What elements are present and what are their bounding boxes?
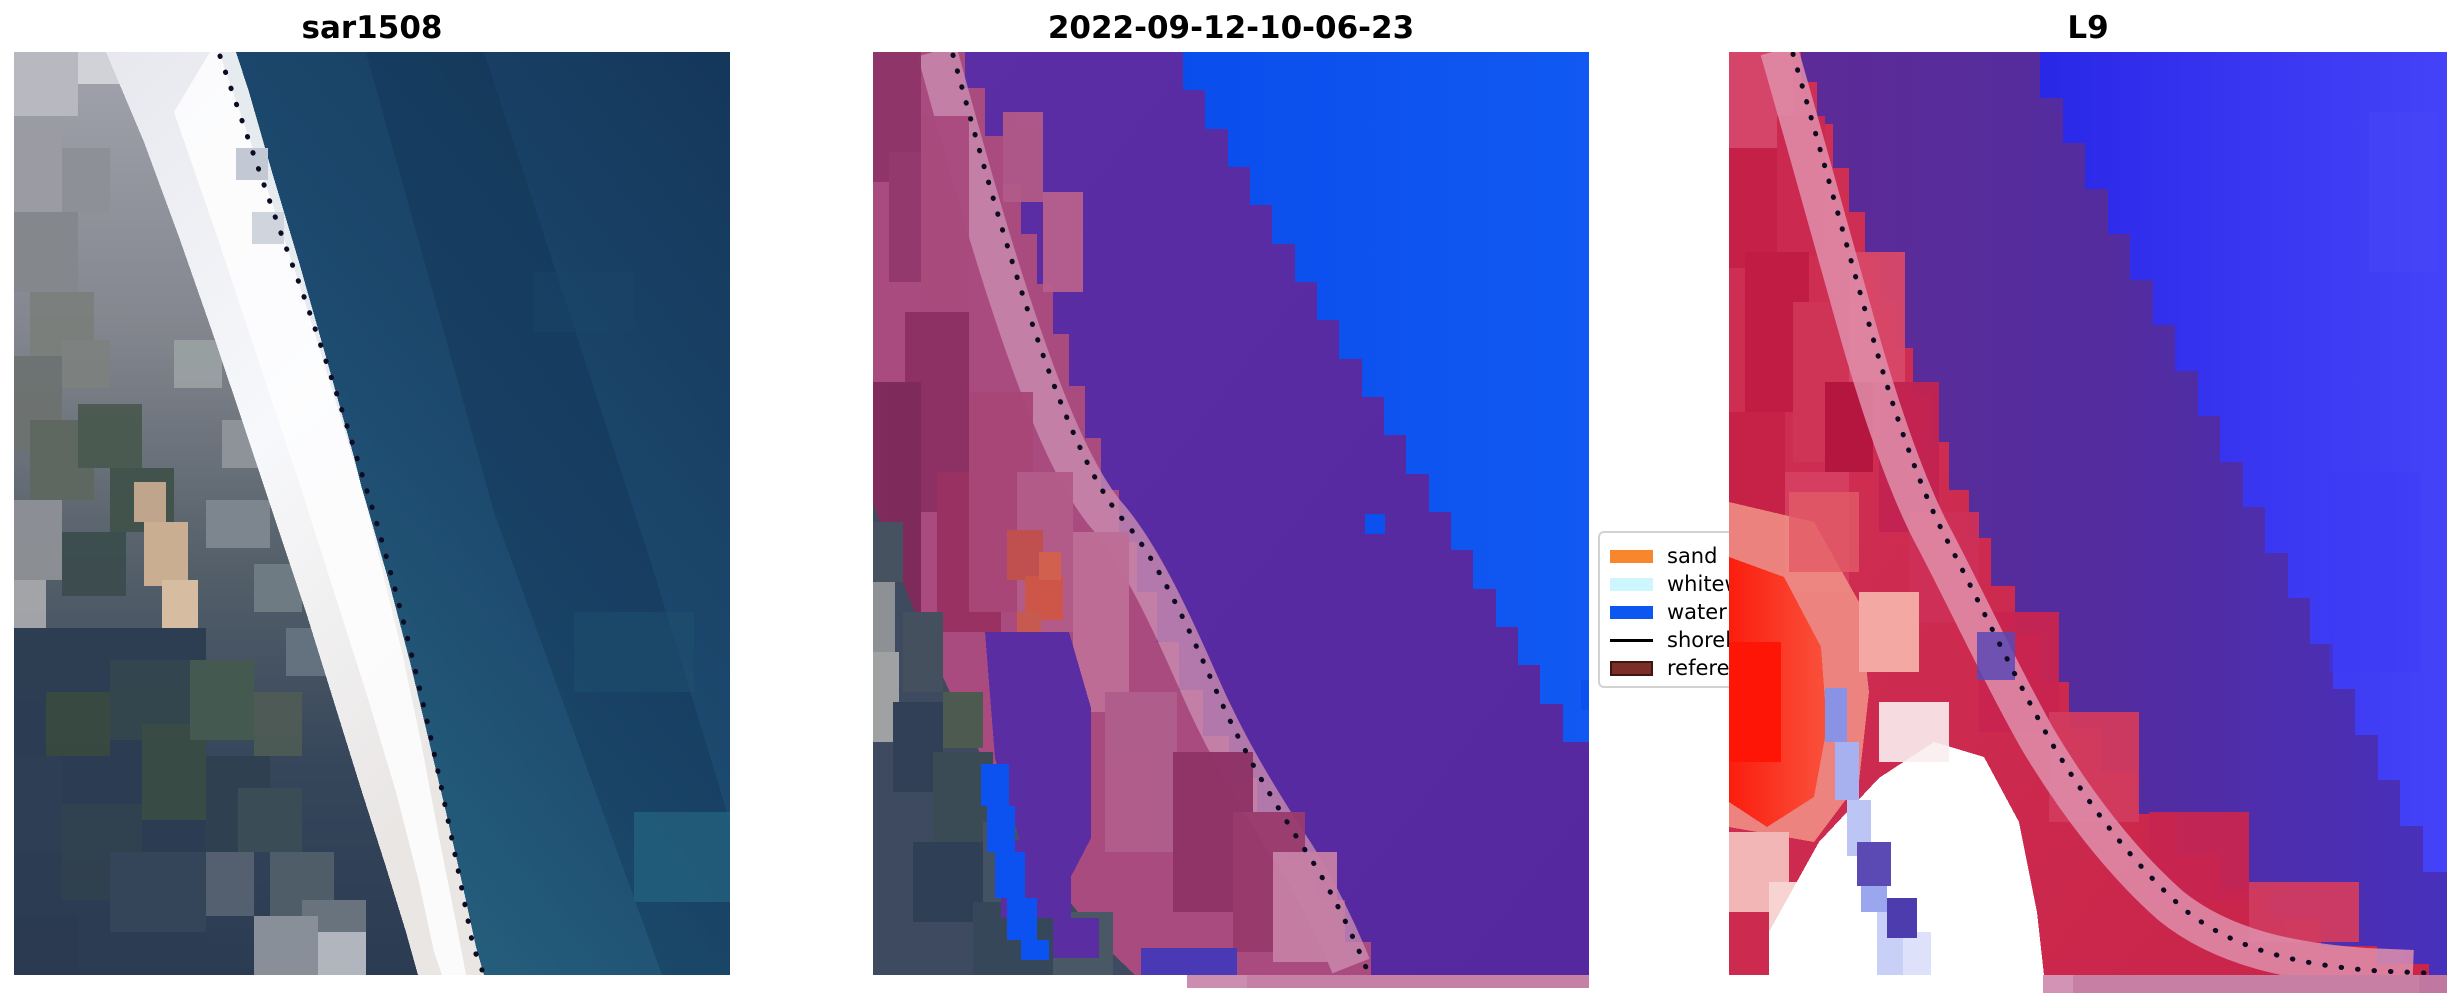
l9-image: [1729, 52, 2447, 993]
panel-title-classified: 2022-09-12-10-06-23: [1047, 10, 1415, 46]
sar-image: [14, 52, 730, 975]
reference-shoreline-swatch: [1610, 660, 1653, 676]
shoreline-dotted-line: [1790, 52, 2430, 976]
sand-swatch: [1610, 549, 1653, 563]
water-class-patch: [981, 764, 1049, 960]
panel-sar-image: [14, 52, 730, 975]
bottom-strip: [1187, 975, 1589, 988]
water-swatch: [1610, 605, 1653, 619]
legend-item-sand: sand: [1610, 542, 1848, 570]
panel-title-sar: sar1508: [301, 10, 443, 46]
bottom-strip: [2043, 975, 2447, 993]
water-class-blue-region: [1183, 52, 1589, 742]
whitewater-swatch: [1610, 577, 1653, 591]
panel-l9-image: [1729, 52, 2447, 993]
deep-water-blue-region: [2040, 52, 2447, 872]
panel-title-l9: L9: [2067, 10, 2109, 46]
shoreline-line-swatch: [1610, 638, 1653, 642]
legend-item-shoreline: shoreli: [1610, 626, 1848, 654]
classified-image: [873, 52, 1589, 988]
legend-item-water: water: [1610, 598, 1848, 626]
sand-class-core-patch: [1007, 530, 1043, 580]
panel-classified-image: [873, 52, 1589, 988]
